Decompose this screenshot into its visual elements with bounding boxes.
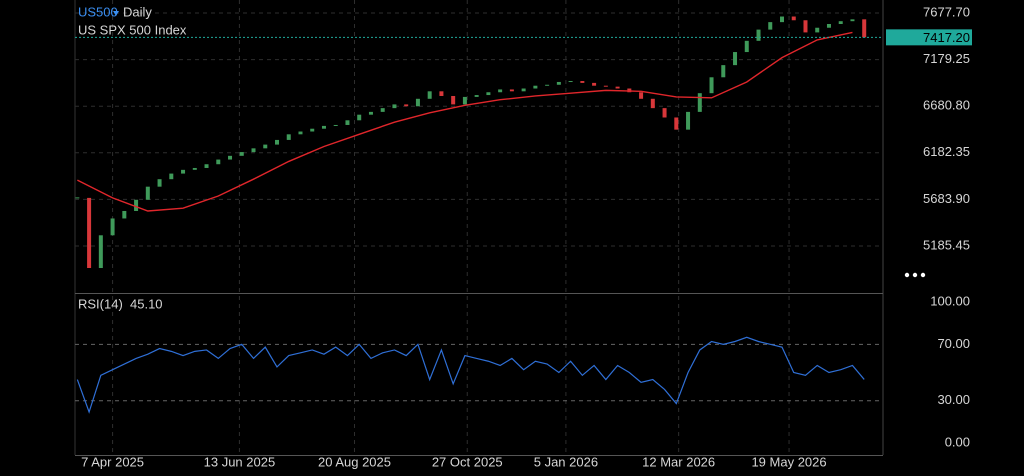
candle [733, 52, 738, 66]
symbol[interactable]: US500 [78, 4, 118, 19]
candle [263, 144, 268, 149]
candle [216, 159, 221, 165]
x-tick-label: 12 Mar 2026 [642, 454, 715, 469]
candle [803, 20, 808, 33]
candle [451, 95, 456, 105]
moving-average [77, 31, 853, 212]
dropdown-icon[interactable] [113, 11, 119, 16]
candle [345, 120, 350, 125]
x-tick-label: 7 Apr 2025 [81, 454, 144, 469]
candle [404, 104, 409, 107]
candle [286, 134, 291, 140]
candle [509, 89, 514, 92]
candle [498, 89, 503, 93]
candle [321, 125, 326, 129]
indicator-value: 45.10 [130, 296, 163, 311]
candle [791, 16, 796, 21]
candle [721, 65, 726, 78]
x-tick-label: 5 Jan 2026 [534, 454, 598, 469]
candle [780, 16, 784, 23]
candle [744, 40, 749, 53]
candle [662, 108, 667, 118]
y-tick-label: 6182.35 [923, 144, 970, 159]
candle [826, 23, 831, 28]
x-tick-label: 13 Jun 2025 [204, 454, 276, 469]
rsi-line [76, 336, 865, 414]
y-tick-label: 0.00 [945, 434, 970, 449]
candle [556, 81, 561, 85]
candle [110, 218, 115, 236]
candle [310, 128, 315, 132]
last-price-box [886, 29, 972, 46]
candle [169, 173, 174, 180]
candle [756, 29, 761, 41]
candle [275, 139, 279, 145]
y-tick-label: 30.00 [937, 392, 970, 407]
candle [521, 88, 526, 92]
candle [580, 81, 585, 83]
x-tick-label: 19 May 2026 [751, 454, 826, 469]
candle [415, 98, 420, 107]
more-menu[interactable] [904, 272, 926, 278]
y-tick-label: 100.00 [930, 293, 970, 308]
candle [427, 91, 432, 99]
y-tick-label: 5683.90 [923, 191, 970, 206]
candle [122, 210, 127, 219]
candle [204, 164, 209, 168]
x-tick-label: 27 Oct 2025 [432, 454, 503, 469]
candle [251, 148, 256, 153]
candle [368, 111, 373, 115]
candle [545, 84, 550, 86]
candle [815, 27, 820, 33]
candle [568, 81, 573, 83]
candle [697, 93, 702, 112]
candle [615, 86, 620, 89]
candle [709, 77, 714, 94]
candle [228, 155, 233, 160]
y-tick-label: 5185.45 [923, 237, 970, 252]
candle [298, 131, 303, 135]
candle [239, 152, 244, 156]
candle [181, 169, 186, 174]
y-tick-label: 7677.70 [923, 4, 970, 19]
candle [639, 92, 644, 99]
candle [686, 111, 691, 130]
candle [603, 85, 608, 87]
y-tick-label: 70.00 [937, 336, 970, 351]
candle [134, 199, 139, 211]
candle [474, 95, 479, 97]
candle [192, 167, 197, 170]
candle [533, 85, 538, 89]
candle [75, 197, 80, 199]
candle [333, 124, 338, 126]
candle [145, 186, 150, 200]
candle [357, 114, 362, 121]
candle [462, 96, 467, 105]
candle [157, 179, 162, 187]
candle [650, 98, 655, 109]
subtitle: US SPX 500 Index [78, 22, 187, 37]
x-tick-label: 20 Aug 2025 [318, 454, 391, 469]
candle [838, 21, 843, 24]
candle [380, 108, 385, 112]
candle [87, 197, 92, 269]
last-price-label: 7417.20 [923, 30, 970, 45]
indicator-title: RSI(14) [78, 296, 123, 311]
candle [486, 92, 491, 96]
candle [592, 82, 597, 86]
y-tick-label: 7179.25 [923, 51, 970, 66]
candle [98, 235, 103, 269]
candle [850, 19, 855, 22]
candle [439, 91, 444, 96]
candle [768, 22, 773, 30]
timeframe[interactable]: Daily [123, 4, 152, 19]
candle [862, 19, 867, 38]
candle [674, 117, 679, 130]
candle [392, 104, 397, 109]
y-tick-label: 6680.80 [923, 98, 970, 113]
